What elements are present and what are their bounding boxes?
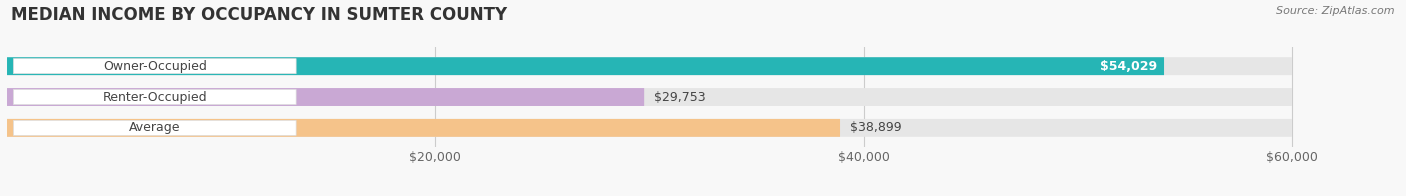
FancyBboxPatch shape: [14, 59, 297, 74]
FancyBboxPatch shape: [7, 88, 644, 106]
Text: Renter-Occupied: Renter-Occupied: [103, 91, 207, 103]
FancyBboxPatch shape: [14, 90, 297, 104]
FancyBboxPatch shape: [14, 120, 297, 135]
FancyBboxPatch shape: [7, 88, 1292, 106]
Text: $29,753: $29,753: [654, 91, 706, 103]
Text: MEDIAN INCOME BY OCCUPANCY IN SUMTER COUNTY: MEDIAN INCOME BY OCCUPANCY IN SUMTER COU…: [11, 6, 508, 24]
FancyBboxPatch shape: [7, 119, 1292, 137]
FancyBboxPatch shape: [7, 57, 1292, 75]
FancyBboxPatch shape: [7, 57, 1164, 75]
Text: Average: Average: [129, 121, 180, 134]
Text: Source: ZipAtlas.com: Source: ZipAtlas.com: [1277, 6, 1395, 16]
Text: $38,899: $38,899: [851, 121, 901, 134]
FancyBboxPatch shape: [7, 119, 839, 137]
Text: Owner-Occupied: Owner-Occupied: [103, 60, 207, 73]
Text: $54,029: $54,029: [1101, 60, 1157, 73]
